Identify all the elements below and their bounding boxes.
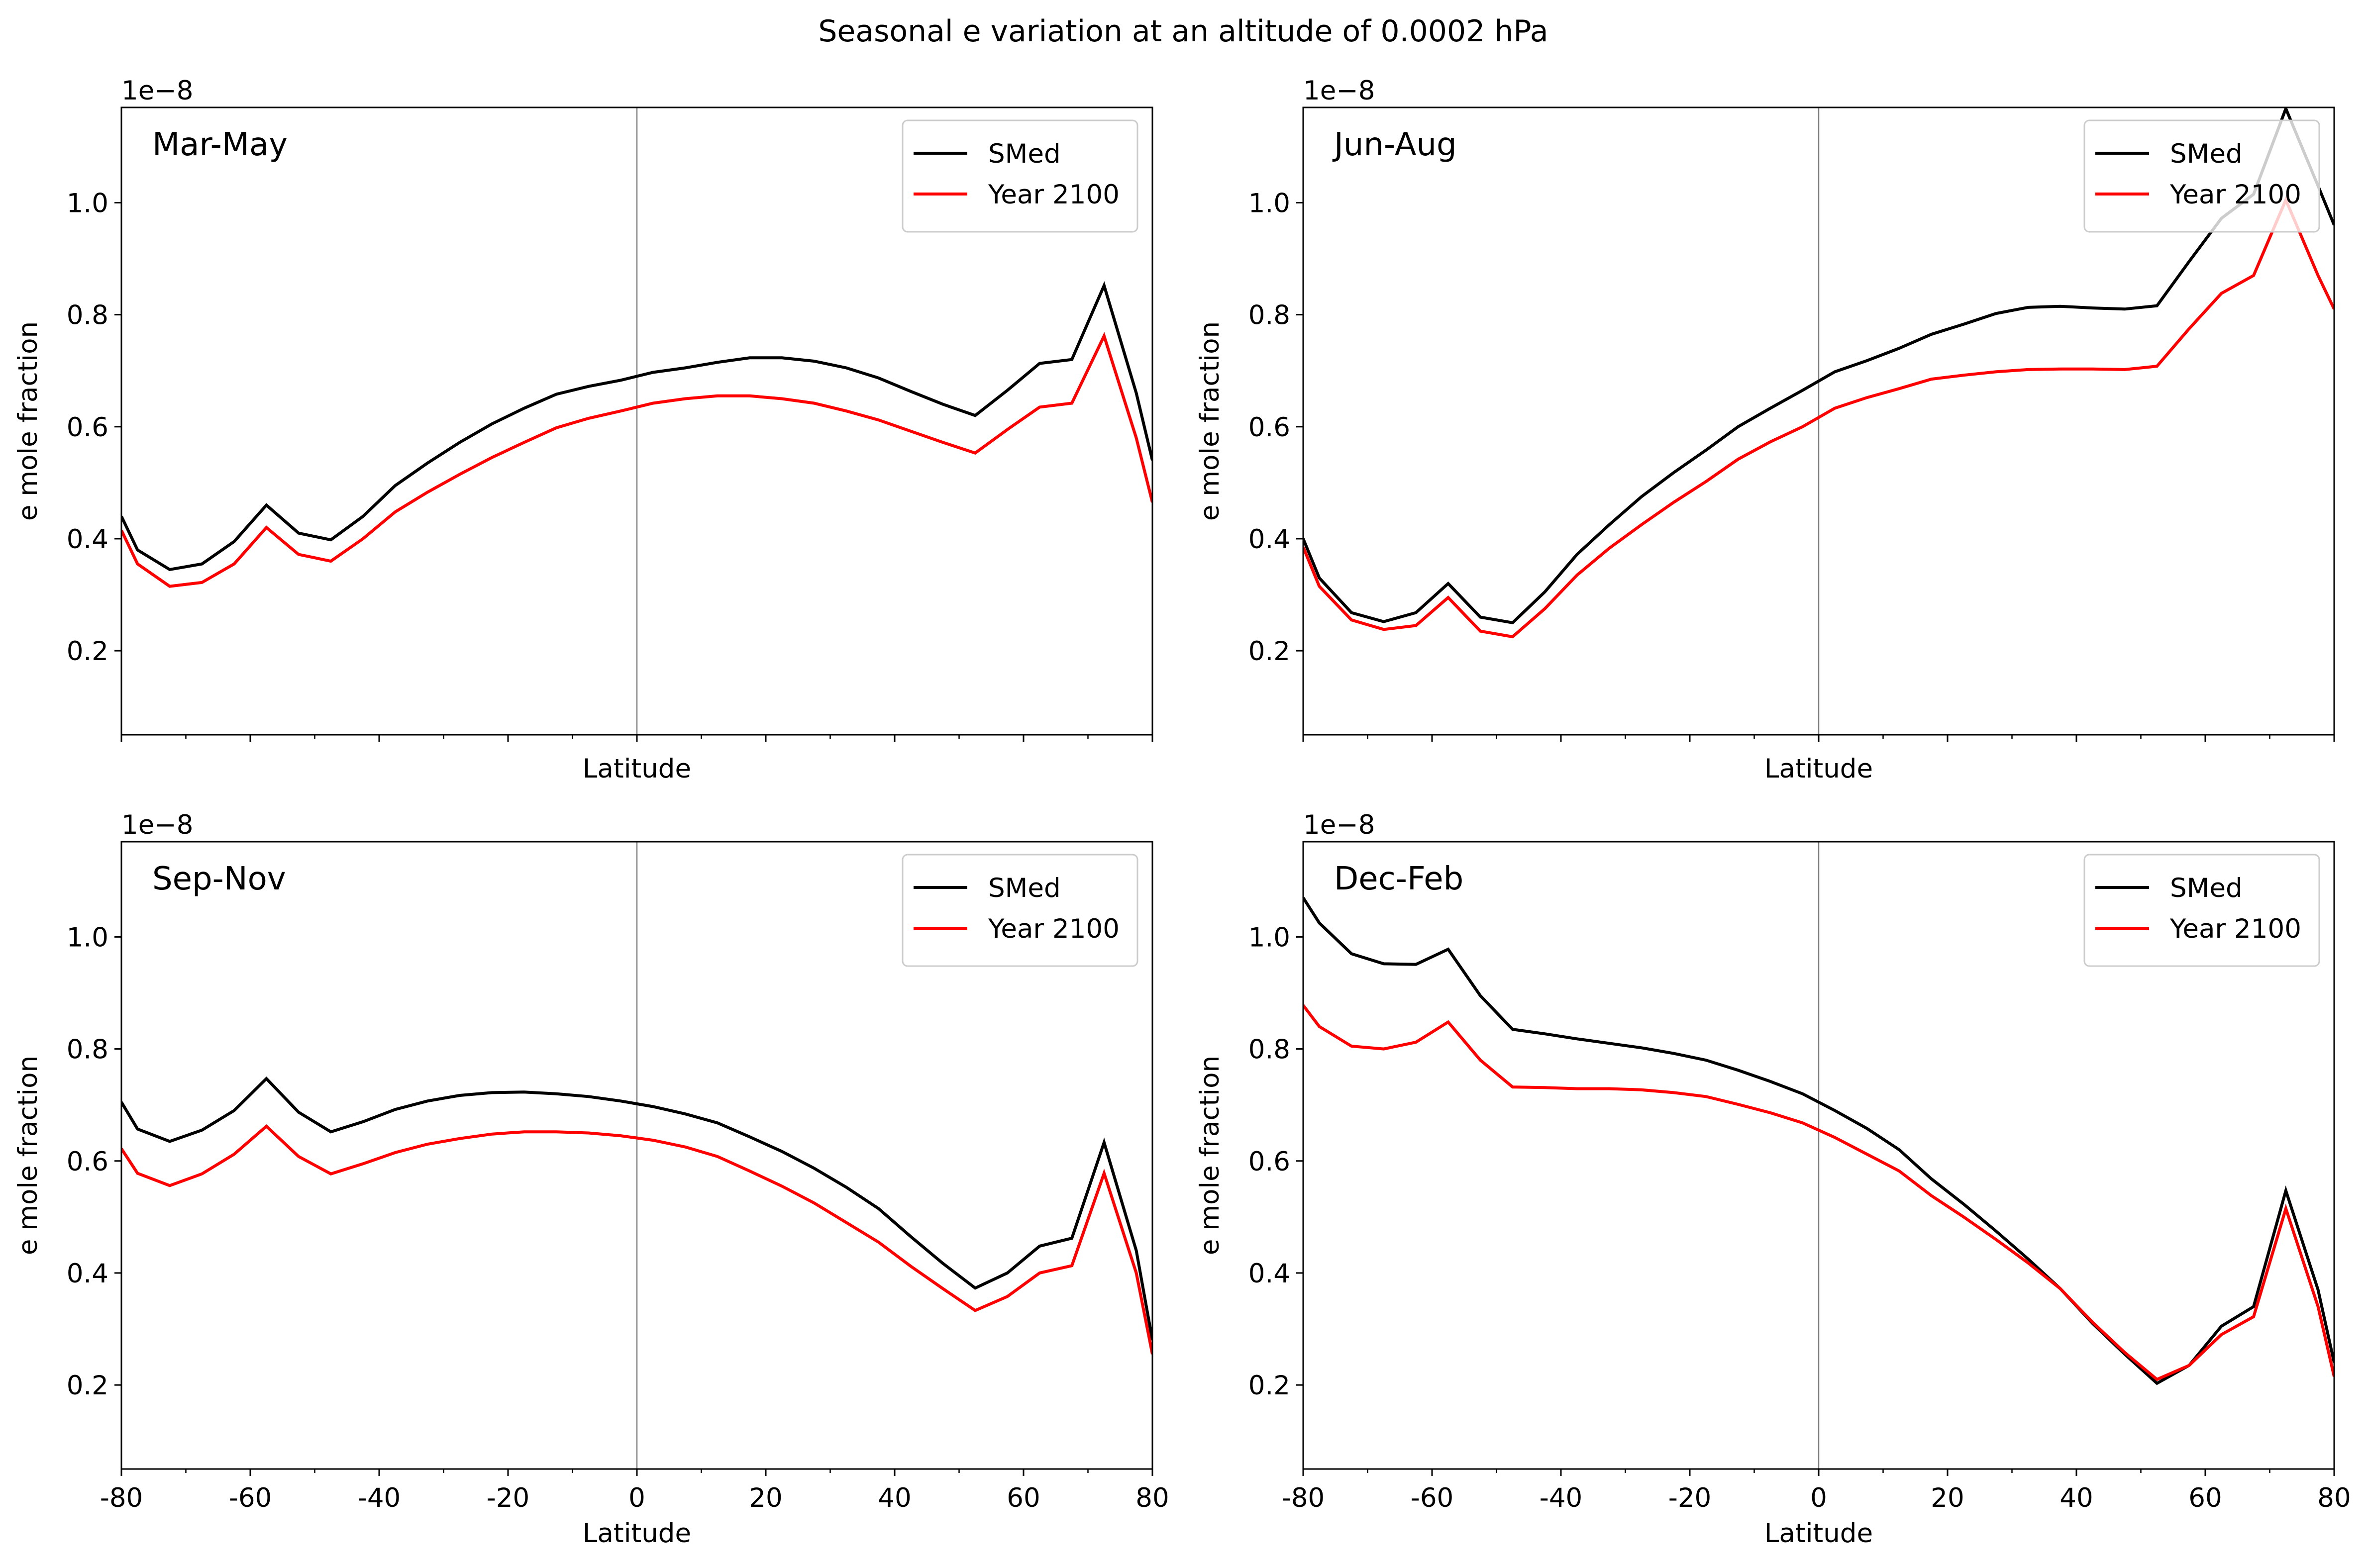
legend-label-smed: SMed <box>988 139 1061 169</box>
x-tick-label: -40 <box>358 1483 401 1513</box>
x-tick-label: 40 <box>878 1483 911 1513</box>
legend: SMed Year 2100 <box>2083 854 2320 967</box>
y-tick-label: 0.8 <box>1248 300 1290 331</box>
y-tick-label: 0.2 <box>67 636 108 667</box>
y-tick-label: 0.6 <box>1248 412 1290 443</box>
x-tick-label: 80 <box>2317 1483 2351 1513</box>
y-tick-label: 0.4 <box>67 524 108 555</box>
axis-offset-text: 1e−8 <box>121 810 193 840</box>
panel-season-label: Jun-Aug <box>1332 126 1457 163</box>
y-tick-label: 0.2 <box>67 1371 108 1401</box>
legend-box <box>2083 854 2320 967</box>
x-tick-label: -80 <box>1282 1483 1325 1513</box>
legend-box <box>902 119 1138 233</box>
y-tick-label: 0.8 <box>1248 1035 1290 1065</box>
legend-label-year-2100: Year 2100 <box>988 180 1120 210</box>
legend-label-smed: SMed <box>988 873 1061 903</box>
x-axis-label: Latitude <box>583 1518 691 1549</box>
series-line-smed <box>1303 107 2334 625</box>
subplot-1: 0.2 0.4 0.6 0.8 1.0 Latitude e mole fraction 1e… <box>13 76 1153 784</box>
legend: SMed Year 2100 <box>902 119 1138 233</box>
x-tick-label: 60 <box>1007 1483 1040 1513</box>
y-tick-label: 0.2 <box>1248 636 1290 667</box>
x-tick-label: 60 <box>2188 1483 2222 1513</box>
series-line-smed <box>121 281 1152 572</box>
series-line-year-2100 <box>1303 196 2334 639</box>
y-tick-label: 0.4 <box>67 1259 108 1289</box>
subplot-3: 0.2 0.4 0.6 0.8 1.0 -80 -60 -40 -20 0 20 40 60 80 Lati… <box>13 810 1169 1549</box>
legend-box <box>2083 119 2320 233</box>
legend-label-smed: SMed <box>2170 139 2243 169</box>
subplots-grid: 0.2 0.4 0.6 0.8 1.0 Latitude e mole fraction 1e… <box>13 76 2351 1549</box>
x-tick-label: 40 <box>2059 1483 2093 1513</box>
legend-label-year-2100: Year 2100 <box>2169 914 2301 944</box>
subplot-4: 0.2 0.4 0.6 0.8 1.0 -80 -60 -40 -20 0 20 40 60 80 Lati… <box>1195 810 2351 1549</box>
y-tick-label: 0.6 <box>67 1147 108 1177</box>
series-line-smed <box>1303 896 2334 1385</box>
x-tick-label: -20 <box>1668 1483 1712 1513</box>
figure-title: Seasonal e variation at an altitude of 0… <box>818 14 1548 49</box>
x-tick-label: 20 <box>749 1483 782 1513</box>
panel-season-label: Dec-Feb <box>1334 861 1463 897</box>
y-axis-label: e mole fraction <box>13 1056 43 1255</box>
panel-season-label: Sep-Nov <box>152 861 286 897</box>
y-tick-label: 0.6 <box>1248 1147 1290 1177</box>
legend-box <box>902 854 1138 967</box>
x-tick-label: -20 <box>487 1483 530 1513</box>
axis-offset-text: 1e−8 <box>1303 810 1375 840</box>
panel-season-label: Mar-May <box>152 126 288 163</box>
x-tick-label: -60 <box>1411 1483 1454 1513</box>
subplot-2: 0.2 0.4 0.6 0.8 1.0 Latitude e mole fraction 1e… <box>1195 76 2335 784</box>
series-line-year-2100 <box>1303 1004 2334 1381</box>
x-axis-label: Latitude <box>1764 754 1873 784</box>
y-axis-label: e mole fraction <box>1195 321 1225 521</box>
x-tick-label: 20 <box>1931 1483 1964 1513</box>
y-tick-label: 1.0 <box>67 922 108 953</box>
y-tick-label: 1.0 <box>1248 188 1290 218</box>
legend: SMed Year 2100 <box>902 854 1138 967</box>
x-tick-label: 0 <box>1810 1483 1827 1513</box>
y-tick-label: 1.0 <box>1248 922 1290 953</box>
y-tick-label: 0.4 <box>1248 524 1290 555</box>
x-tick-label: 0 <box>628 1483 645 1513</box>
x-tick-label: 80 <box>1135 1483 1169 1513</box>
axis-offset-text: 1e−8 <box>121 76 193 106</box>
legend-label-smed: SMed <box>2170 873 2243 903</box>
x-tick-label: -60 <box>229 1483 272 1513</box>
x-axis-label: Latitude <box>1764 1518 1873 1549</box>
series-line-year-2100 <box>121 332 1152 588</box>
axis-offset-text: 1e−8 <box>1303 76 1375 106</box>
legend-label-year-2100: Year 2100 <box>988 914 1120 944</box>
legend-label-year-2100: Year 2100 <box>2169 180 2301 210</box>
y-axis-label: e mole fraction <box>13 321 43 521</box>
x-tick-label: -80 <box>100 1483 143 1513</box>
legend: SMed Year 2100 <box>2083 119 2320 233</box>
y-axis-label: e mole fraction <box>1195 1056 1225 1255</box>
y-tick-label: 1.0 <box>67 188 108 218</box>
y-tick-label: 0.2 <box>1248 1371 1290 1401</box>
x-axis-label: Latitude <box>583 754 691 784</box>
x-tick-label: -40 <box>1540 1483 1583 1513</box>
series-line-year-2100 <box>121 1124 1152 1355</box>
y-tick-label: 0.8 <box>67 300 108 331</box>
y-tick-label: 0.6 <box>67 412 108 443</box>
series-line-smed <box>121 1077 1152 1341</box>
y-tick-label: 0.4 <box>1248 1259 1290 1289</box>
y-tick-label: 0.8 <box>67 1035 108 1065</box>
